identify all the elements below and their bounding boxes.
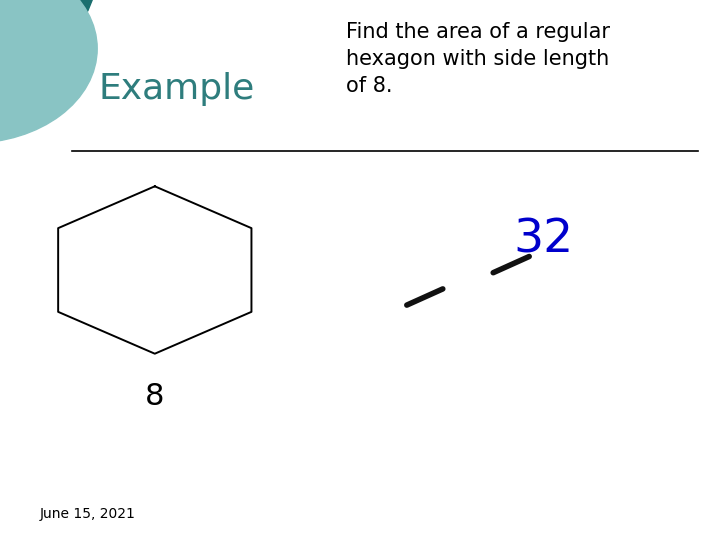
Text: June 15, 2021: June 15, 2021	[40, 507, 135, 521]
Circle shape	[0, 0, 97, 143]
Text: Example: Example	[98, 72, 255, 106]
Text: 32: 32	[513, 218, 574, 263]
Circle shape	[0, 0, 97, 89]
Text: 8: 8	[145, 382, 165, 411]
Text: Find the area of a regular
hexagon with side length
of 8.: Find the area of a regular hexagon with …	[346, 22, 610, 96]
